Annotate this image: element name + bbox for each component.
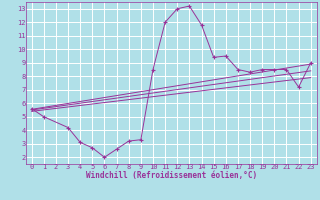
X-axis label: Windchill (Refroidissement éolien,°C): Windchill (Refroidissement éolien,°C) — [86, 171, 257, 180]
